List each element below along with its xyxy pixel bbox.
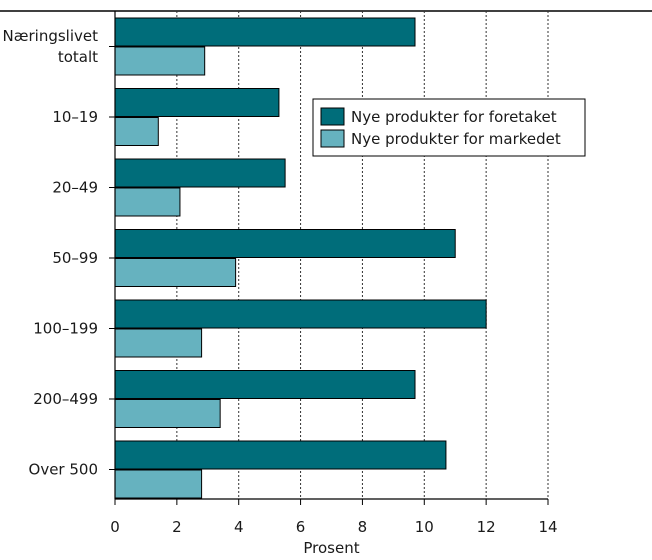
category-label: 20–49 [52, 179, 98, 197]
legend-box [312, 98, 586, 157]
x-tick-label: 6 [296, 518, 306, 536]
bar [114, 187, 181, 217]
bar [114, 17, 416, 47]
x-axis-title: Prosent [303, 539, 359, 557]
bar [114, 88, 280, 117]
bar [114, 469, 203, 499]
bar [114, 158, 286, 188]
category-label: 100–199 [33, 320, 98, 338]
bar [114, 229, 456, 258]
bar [114, 328, 203, 358]
bar [114, 258, 237, 287]
x-tick-label: 4 [234, 518, 244, 536]
x-tick-label: 2 [172, 518, 182, 536]
legend-label: Nye produkter for markedet [351, 130, 561, 148]
category-labels: Næringslivet totalt 10–19 20–49 50–99 100–199… [3, 27, 115, 479]
bar [114, 46, 206, 76]
category-label: totalt [58, 48, 98, 66]
category-label: Næringslivet [3, 27, 99, 45]
legend: Nye produkter for foretaket Nye produkter… [312, 98, 586, 157]
legend-label: Nye produkter for foretaket [351, 108, 557, 126]
x-tick-label: 10 [415, 518, 434, 536]
category-label: 10–19 [52, 108, 98, 126]
x-tick-label: 14 [538, 518, 557, 536]
category-label: 200–499 [33, 390, 98, 408]
category-label: Over 500 [29, 461, 98, 479]
x-tick-label: 0 [110, 518, 120, 536]
legend-swatch [320, 129, 345, 148]
bar [114, 299, 487, 329]
category-label: 50–99 [52, 249, 98, 267]
bar [114, 370, 416, 399]
bar [114, 117, 159, 146]
legend-swatch [320, 107, 345, 126]
bar [114, 399, 221, 428]
bars [114, 17, 487, 499]
bar [114, 440, 447, 470]
x-axis-ticks: 0 2 4 6 8 10 12 14 [110, 499, 558, 536]
x-tick-label: 12 [477, 518, 496, 536]
x-tick-label: 8 [358, 518, 368, 536]
